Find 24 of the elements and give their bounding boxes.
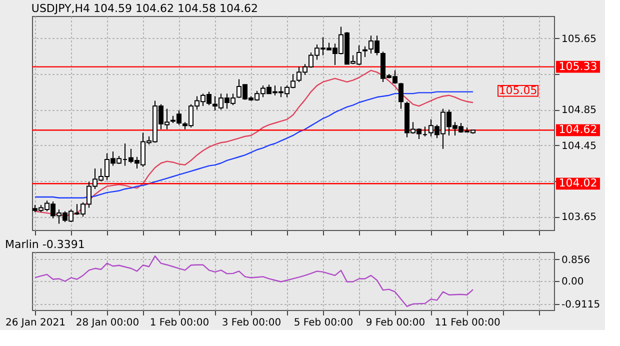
y-tick-label: 0.856	[562, 254, 590, 266]
line-series	[34, 70, 474, 216]
y-tick-label: 105.65	[562, 34, 596, 45]
x-tick-label: 1 Feb 00:00	[150, 318, 210, 328]
y-tick-label: 104.45	[562, 140, 596, 152]
ref-line-label: 105.33	[558, 60, 598, 73]
y-tick-label: 104.85	[562, 105, 596, 116]
annotation: 105.05	[498, 84, 538, 97]
x-tick-label: 26 Jan 2021	[6, 318, 66, 328]
candlestick	[398, 82, 404, 110]
x-tick-label: 11 Feb 00:00	[434, 318, 500, 328]
x-tick-label: 3 Feb 00:00	[222, 318, 282, 328]
x-tick-label: 9 Feb 00:00	[366, 318, 426, 328]
ref-line-label: 104.62	[558, 123, 598, 136]
x-tick-label: 5 Feb 00:00	[294, 318, 354, 328]
chart-title: Marlin -0.3391	[5, 238, 85, 251]
candlestick	[362, 46, 368, 58]
line-series	[34, 255, 474, 308]
x-tick-label: 28 Jan 00:00	[76, 318, 140, 328]
chart-title: USDJPY,H4 104.59 104.62 104.58 104.62	[31, 2, 258, 15]
y-tick-label: -0.9115	[562, 299, 600, 310]
y-tick-label: 103.65	[562, 212, 596, 224]
ref-line-label: 104.02	[558, 176, 598, 190]
y-tick-label: 0.00	[562, 276, 584, 288]
